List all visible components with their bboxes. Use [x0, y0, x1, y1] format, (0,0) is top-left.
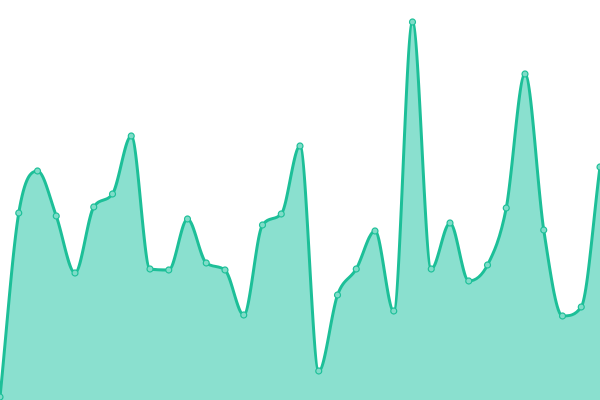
- data-point-10: [183, 215, 192, 223]
- data-point-2: [33, 167, 42, 175]
- data-point-26: [483, 261, 492, 269]
- data-point-14: [258, 221, 267, 229]
- data-point-17: [315, 367, 323, 375]
- data-point-7: [127, 132, 135, 140]
- data-point-8: [146, 265, 154, 273]
- data-point-3: [52, 212, 60, 220]
- data-point-32: [596, 163, 600, 171]
- data-points: [0, 18, 600, 400]
- data-point-30: [558, 312, 567, 320]
- data-point-11: [202, 259, 210, 267]
- data-point-31: [577, 303, 585, 311]
- data-point-13: [240, 311, 248, 319]
- data-point-27: [502, 204, 510, 212]
- data-point-28: [521, 70, 529, 78]
- data-point-23: [427, 265, 435, 273]
- data-point-29: [540, 226, 548, 234]
- data-point-19: [352, 265, 360, 273]
- data-point-16: [296, 142, 304, 150]
- data-point-20: [371, 227, 379, 235]
- data-point-5: [90, 203, 98, 211]
- data-point-21: [390, 307, 398, 315]
- data-point-1: [15, 209, 23, 217]
- data-point-25: [465, 277, 473, 285]
- data-point-22: [408, 18, 417, 26]
- data-point-6: [108, 190, 117, 198]
- data-point-9: [165, 266, 173, 274]
- area-fill: [0, 22, 600, 400]
- data-point-24: [446, 219, 454, 227]
- data-point-0: [0, 393, 4, 400]
- data-point-12: [221, 266, 229, 274]
- data-point-4: [71, 269, 79, 277]
- data-point-18: [333, 291, 342, 299]
- data-point-15: [277, 210, 285, 218]
